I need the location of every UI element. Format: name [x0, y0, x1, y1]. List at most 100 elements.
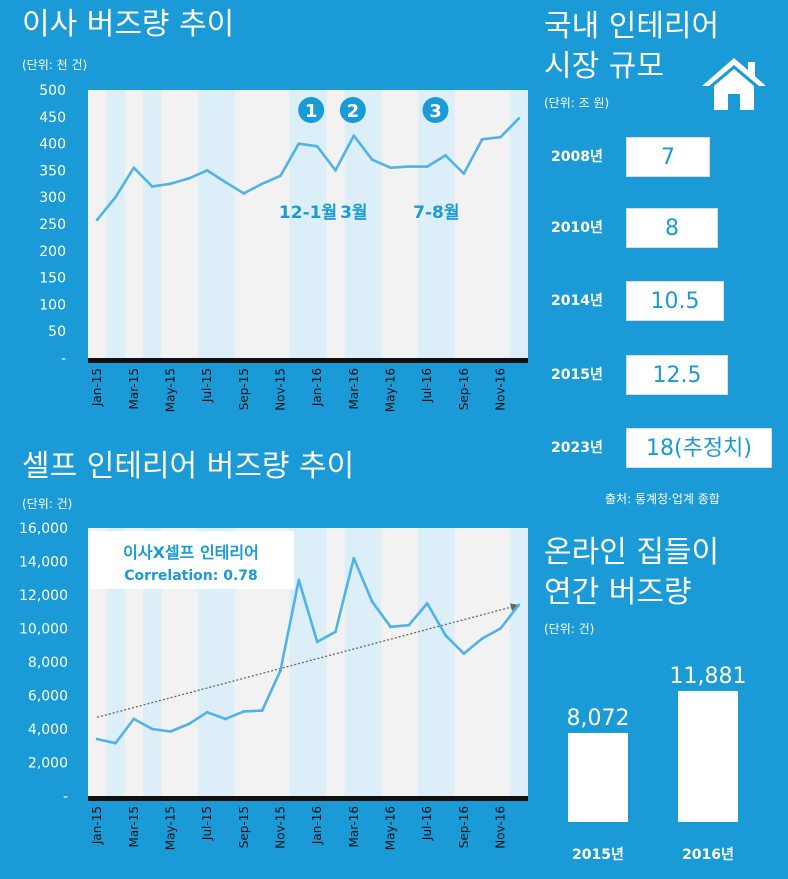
y-tick-label: 12,000: [19, 588, 68, 604]
market-value-box: 8: [626, 208, 718, 248]
x-tick-label: Mar-15: [127, 806, 141, 847]
highlight-period-label: 3월: [340, 203, 367, 223]
data-point: [279, 174, 282, 178]
data-point: [150, 185, 154, 188]
data-point: [95, 737, 99, 741]
source-note: 출처: 통계청·업계 종합: [605, 492, 720, 506]
highlight-period-label: 7-8월: [413, 203, 459, 223]
bar: [678, 690, 738, 822]
x-tick-label: May-16: [384, 368, 398, 412]
data-point: [187, 177, 191, 180]
trend-arrowhead: [509, 603, 519, 611]
x-tick-label: Jan-15: [90, 368, 104, 407]
highlight-marker-number: 3: [429, 101, 442, 122]
series-line: [96, 117, 520, 221]
x-tick-label: May-15: [164, 368, 178, 412]
data-point: [352, 134, 356, 137]
data-point: [132, 717, 136, 721]
x-tick-label: Nov-15: [274, 806, 288, 849]
data-point: [95, 218, 99, 222]
bar-category-label: 2015년: [572, 847, 624, 863]
y-tick-label: 300: [39, 190, 66, 206]
y-tick-label: 16,000: [19, 521, 68, 537]
y-tick-label: -: [63, 789, 68, 805]
online-title-line1: 온라인 집들이: [544, 535, 720, 570]
market-value-box: 7: [626, 137, 710, 177]
data-point: [352, 556, 356, 560]
data-point: [517, 603, 521, 607]
highlight-band: [418, 528, 437, 796]
data-point: [297, 142, 301, 145]
y-tick-label: 200: [39, 244, 66, 260]
x-tick-label: Sep-16: [457, 806, 471, 848]
data-point: [205, 169, 209, 172]
y-tick-label: 450: [39, 110, 66, 126]
data-point: [407, 165, 411, 169]
market-value-box: 10.5: [626, 281, 724, 321]
bar: [568, 732, 628, 822]
market-value-box: 18(추정치): [626, 428, 772, 468]
data-point: [334, 630, 337, 634]
data-point: [315, 640, 319, 644]
y-tick-label: 4,000: [28, 722, 68, 738]
x-tick-label: Jan-15: [90, 806, 104, 845]
y-tick-label: 14,000: [19, 555, 68, 571]
x-tick-label: May-15: [164, 806, 178, 850]
highlight-band: [436, 90, 455, 358]
y-tick-label: 100: [39, 297, 66, 313]
data-point: [242, 192, 246, 195]
y-tick-label: 50: [48, 324, 66, 340]
correlation-title: 이사X셀프 인테리어: [123, 543, 259, 562]
data-point: [150, 727, 154, 731]
bar-value-label: 8,072: [567, 706, 630, 731]
x-tick-label: Nov-16: [494, 368, 508, 411]
market-year-label: 2023년: [551, 440, 603, 456]
highlight-band: [363, 528, 382, 796]
highlight-band: [308, 90, 327, 358]
x-tick-label: Jul-15: [200, 368, 214, 403]
data-point: [297, 578, 301, 582]
y-tick-label: 6,000: [28, 689, 68, 705]
highlight-marker: [422, 97, 449, 123]
moving-chart-unit: (단위: 천 건): [22, 58, 88, 72]
data-point: [224, 717, 227, 721]
y-tick-label: 2,000: [28, 756, 68, 772]
y-tick-label: 400: [39, 137, 66, 153]
market-title-line1: 국내 인테리어: [544, 9, 720, 44]
highlight-band: [436, 528, 455, 796]
y-tick-label: 8,000: [28, 655, 68, 671]
y-tick-label: -: [61, 351, 66, 367]
data-point: [499, 135, 502, 139]
x-tick-label: Jan-16: [310, 368, 324, 407]
data-point: [462, 652, 466, 656]
x-tick-label: Jan-16: [310, 806, 324, 845]
market-value-box: 12.5: [626, 355, 728, 395]
data-point: [205, 710, 209, 714]
market-year-label: 2010년: [551, 220, 603, 236]
data-point: [425, 165, 429, 169]
house-icon: [702, 58, 766, 110]
y-tick-label: 250: [39, 217, 66, 233]
data-point: [224, 180, 227, 184]
highlight-band: [308, 528, 327, 796]
x-tick-label: Sep-16: [457, 368, 471, 410]
highlight-period-label: 12-1월: [279, 203, 337, 223]
y-tick-label: 10,000: [19, 622, 68, 638]
highlight-band: [216, 90, 235, 358]
data-point: [132, 166, 136, 170]
trend-line: [96, 604, 520, 718]
data-point: [444, 153, 447, 157]
highlight-marker-number: 2: [347, 101, 360, 122]
data-point: [480, 137, 484, 141]
x-tick-label: Mar-16: [347, 806, 361, 847]
highlight-band: [418, 90, 437, 358]
x-tick-label: Mar-16: [347, 368, 361, 409]
y-tick-label: 350: [39, 163, 66, 179]
x-tick-label: Mar-15: [127, 368, 141, 409]
online-unit: (단위: 건): [544, 622, 595, 636]
highlight-band: [198, 528, 217, 796]
highlight-band: [143, 90, 162, 358]
highlight-marker: [298, 97, 325, 123]
data-point: [169, 182, 172, 186]
x-tick-label: Jul-16: [420, 368, 434, 403]
